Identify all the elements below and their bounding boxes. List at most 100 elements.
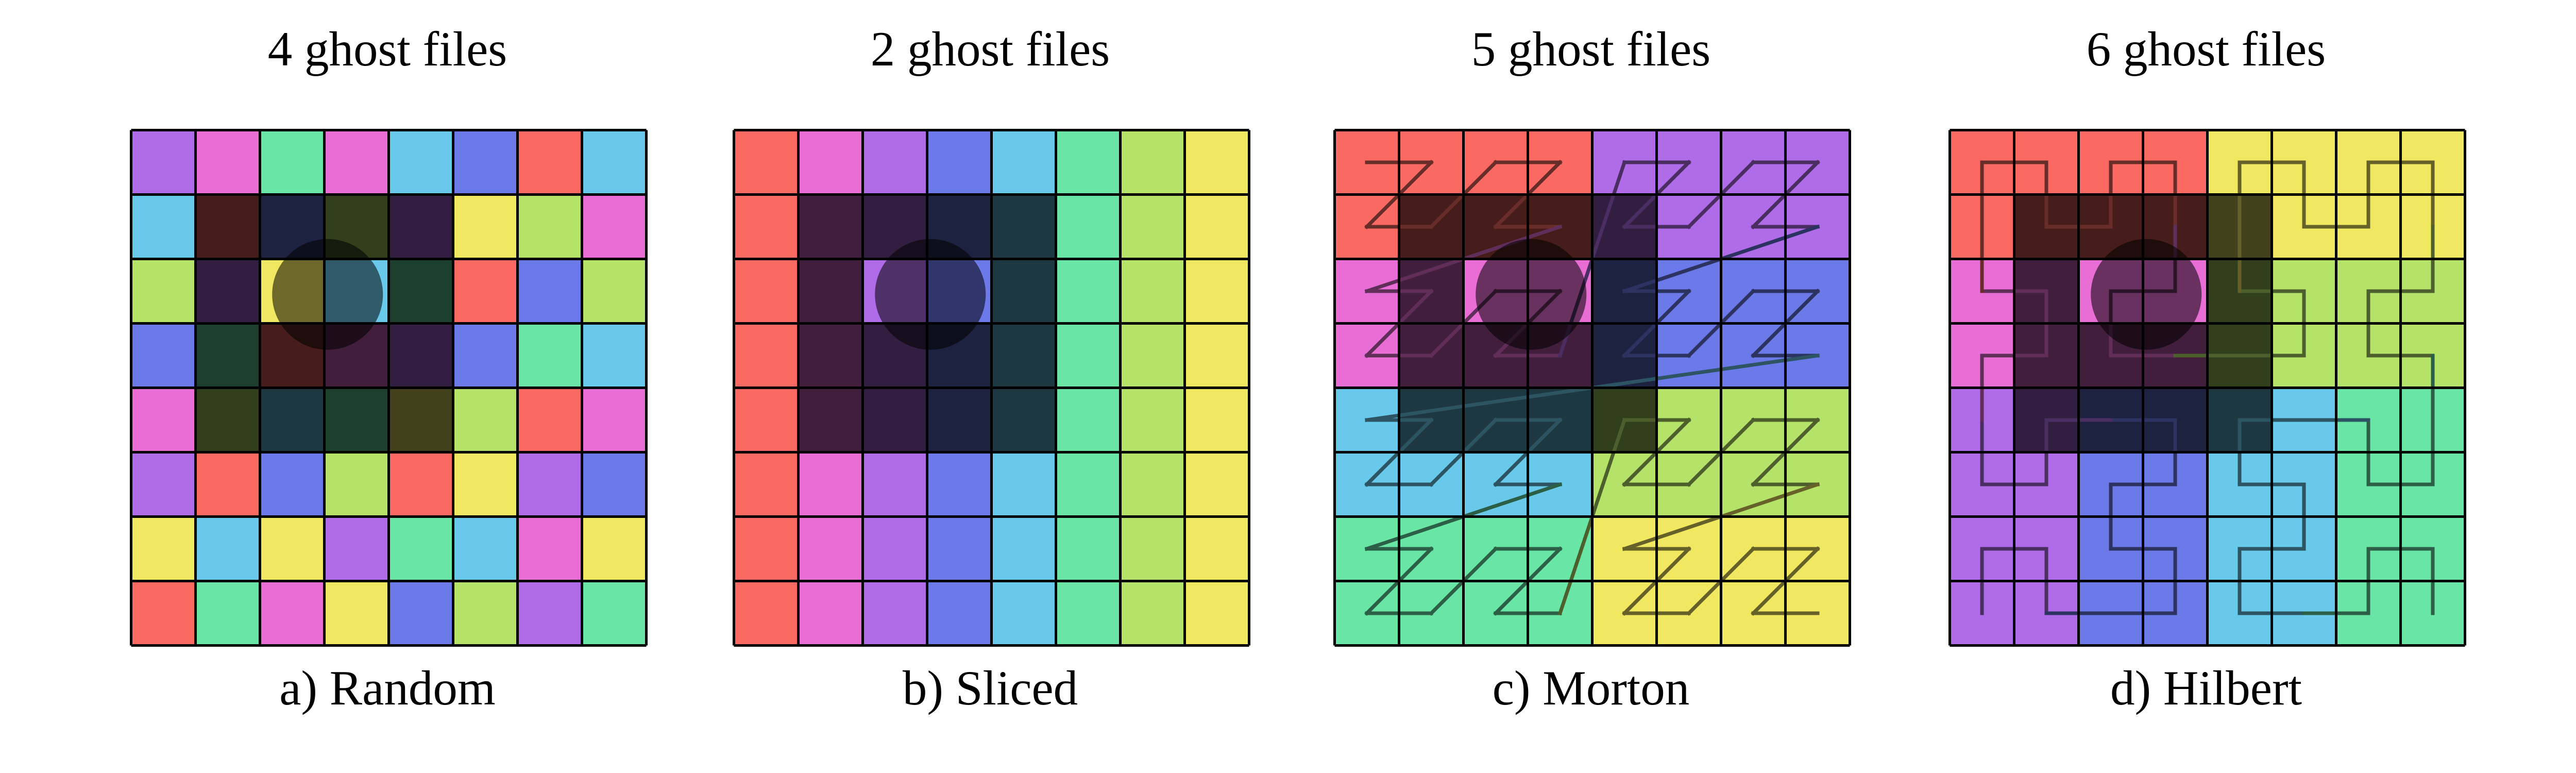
grid-cell [1056,516,1121,581]
grid-cell [517,194,582,259]
grid-cell [1056,194,1121,259]
halo-cell [324,388,389,452]
grid-cell [131,581,196,646]
grid-cell [1056,452,1121,517]
grid-cell [1184,130,1249,195]
grid-random [130,129,648,647]
halo-cell [388,259,453,324]
grid-cell [1184,581,1249,646]
panel-caption: b) Sliced [902,661,1078,715]
grid-cell [991,516,1056,581]
panel-caption: a) Random [279,661,496,715]
grid-cell [734,452,799,517]
grid-cell [195,516,260,581]
grid-lines [130,129,648,647]
grid-cell [1056,323,1121,388]
grid-cell [1056,130,1121,195]
grid-cell [862,452,927,517]
halo-cell [862,388,927,452]
grid-cell [582,452,647,517]
grid-cell [1184,388,1249,452]
grid-cell [324,130,389,195]
grid-cell [453,259,518,324]
halo-cell [388,388,453,452]
halo-cell [260,388,325,452]
grid-cell [388,516,453,581]
grid-cell [582,259,647,324]
grid-cell [798,130,863,195]
grid-lines [1333,129,1851,647]
grid-cell [517,323,582,388]
grid-cell [1184,323,1249,388]
grid-cell [195,452,260,517]
grid-cell [195,130,260,195]
panel-caption: c) Morton [1492,661,1690,715]
grid-cell [582,323,647,388]
grid-cell [734,130,799,195]
particle-sphere [2091,239,2202,350]
grid-cell [927,516,992,581]
grid-cell [388,452,453,517]
halo-cell [798,388,863,452]
grid-cell [927,581,992,646]
grid-cell [1184,194,1249,259]
halo-cell [195,194,260,259]
grid-cell [388,130,453,195]
panel-title: 6 ghost files [2086,22,2326,76]
grid-cell [862,581,927,646]
grid-cell [324,452,389,517]
grid-cell [517,452,582,517]
panel-title: 5 ghost files [1471,22,1711,76]
grid-cell [862,516,927,581]
grid-cell [131,130,196,195]
halo-cell [927,388,992,452]
grid-cell [453,323,518,388]
grid-cell [1184,516,1249,581]
grid-cell [131,388,196,452]
grid-cell [195,581,260,646]
grid-cell [260,452,325,517]
grid-cell [1056,388,1121,452]
halo-cell [195,323,260,388]
grid-cell [131,516,196,581]
grid-cell [991,452,1056,517]
grid-cell [453,388,518,452]
grid-cell [260,516,325,581]
halo-cell [195,259,260,324]
grid-cell [453,516,518,581]
grid-morton [1333,129,1851,647]
particle-sphere [875,239,986,350]
grid-cell [582,130,647,195]
halo-cell [388,323,453,388]
halo-cell [991,388,1056,452]
grid-cell [1120,388,1185,452]
grid-cell [1120,130,1185,195]
grid-lines [1948,129,2466,647]
grid-cell [1120,452,1185,517]
grid-cell [734,323,799,388]
grid-cell [453,581,518,646]
grid-cell [991,130,1056,195]
grid-cell [131,323,196,388]
grid-cell [517,388,582,452]
grid-cell [798,581,863,646]
grid-cell [324,516,389,581]
grid-cell [991,581,1056,646]
grid-cell [453,194,518,259]
particle-sphere [1476,239,1587,350]
halo-cell [798,323,863,388]
grid-cell [1120,323,1185,388]
grid-cell [1120,516,1185,581]
grid-sliced [733,129,1250,647]
grid-cell [453,130,518,195]
grid-cell [1120,259,1185,324]
grid-cell [734,388,799,452]
grid-cell [734,194,799,259]
grid-hilbert [1948,129,2466,647]
grid-cell [1120,194,1185,259]
panel-title: 2 ghost files [870,22,1110,76]
halo-cell [195,388,260,452]
grid-cell [734,516,799,581]
grid-cells [131,130,647,646]
